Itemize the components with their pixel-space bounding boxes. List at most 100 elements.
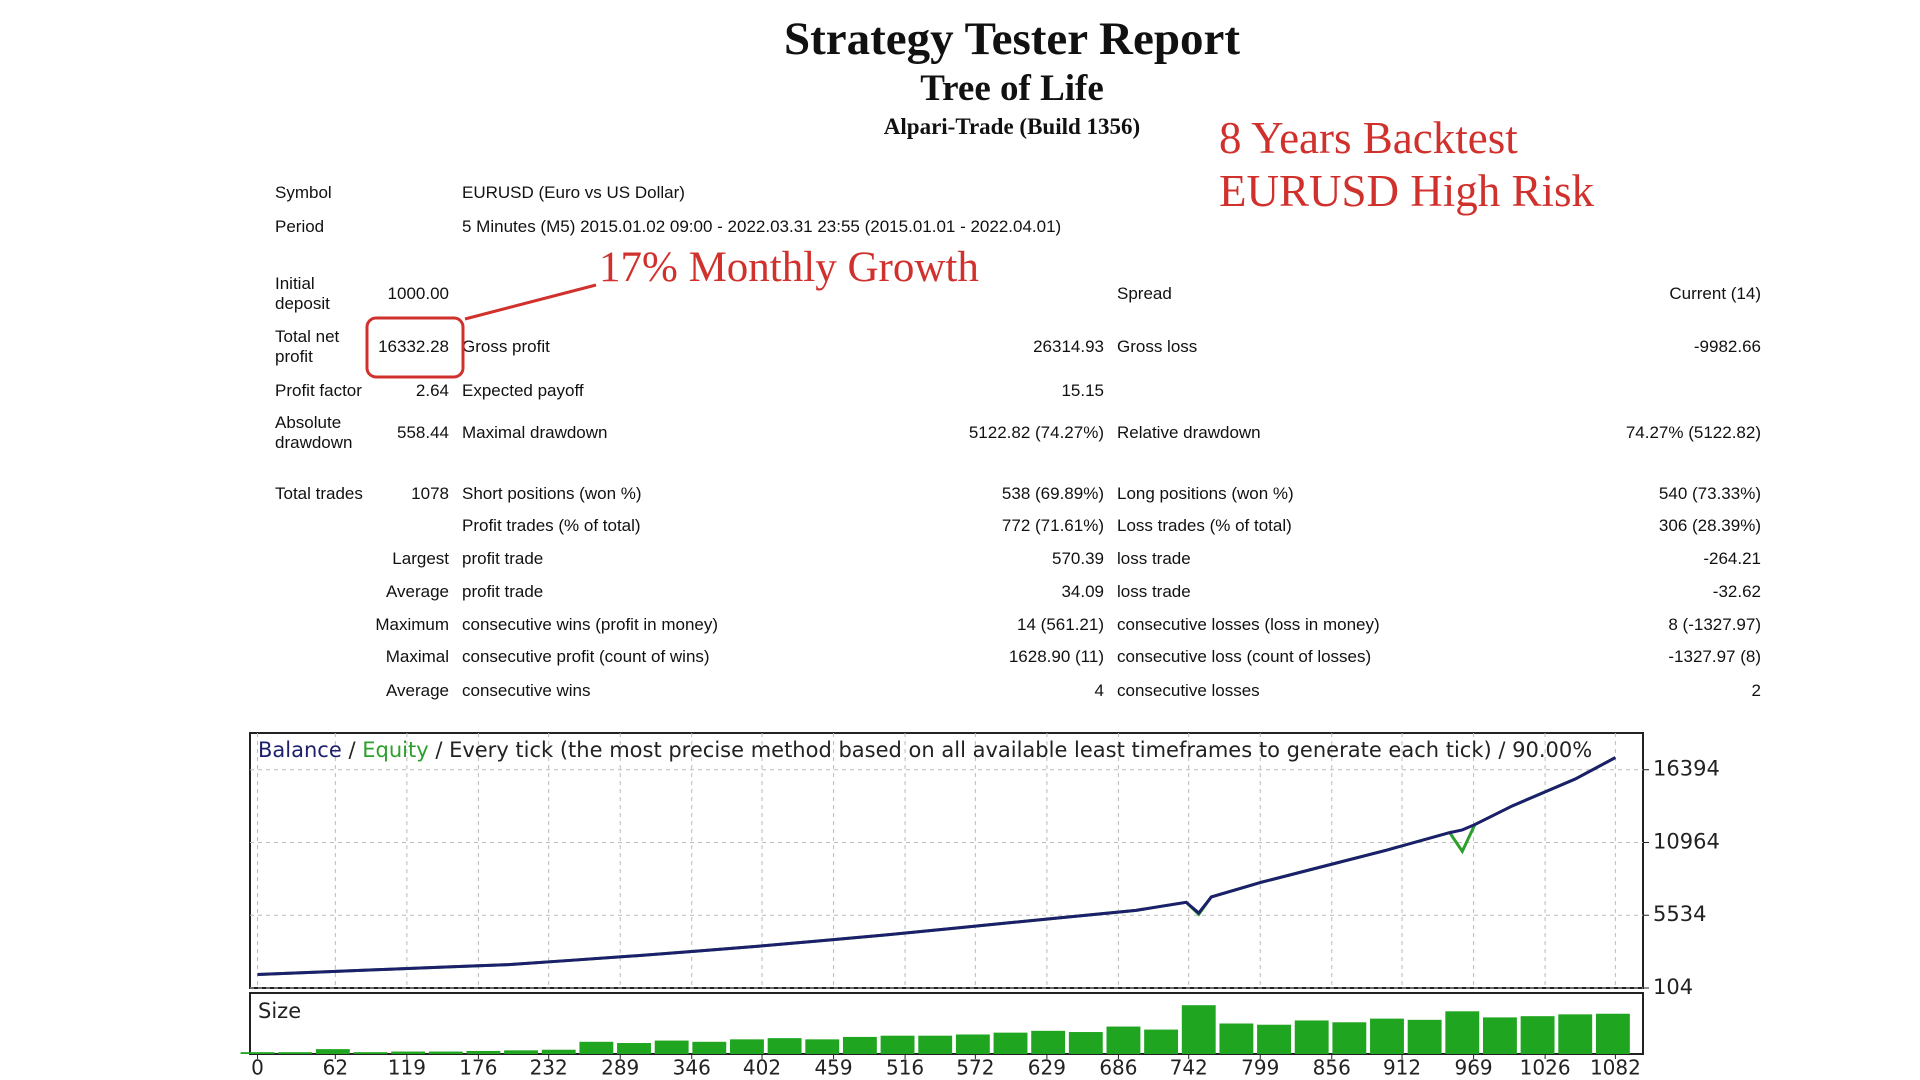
table-cell: loss trade [1117,549,1191,568]
size-bar [579,1041,614,1054]
table-cell: Expected payoff [462,381,584,400]
size-bar [1445,1011,1480,1054]
table-cell: Profit factor [275,381,362,400]
size-bar [541,1049,576,1054]
table-cell: 14 (561.21) [1017,615,1104,634]
table-cell: 5122.82 (74.27%) [968,423,1104,442]
table-cell: Symbol [275,183,332,202]
x-tick-label: 459 [814,1056,852,1080]
table-cell: 26314.93 [1033,337,1104,356]
size-bar [1219,1023,1254,1054]
x-tick-label: 629 [1028,1056,1066,1080]
table-cell: Average [385,681,449,700]
broker: Alpari-Trade (Build 1356) [883,114,1141,139]
table-cell: Total net profit [275,327,340,366]
table-cell: 5 Minutes (M5) 2015.01.02 09:00 - 2022.0… [462,217,1062,236]
size-bar [993,1032,1028,1054]
x-tick-label: 1082 [1590,1056,1641,1080]
table-cell: consecutive wins (profit in money) [462,615,719,634]
x-tick-label: 516 [886,1056,924,1080]
y-tick-label: 5534 [1653,902,1706,926]
x-tick-label: 402 [743,1056,781,1080]
y-tick-label: 104 [1653,975,1693,999]
size-bar [1332,1022,1367,1054]
table-cell: 34.09 [1061,582,1104,601]
size-label: Size [258,999,301,1023]
size-bar [692,1041,727,1054]
table-cell: -264.21 [1703,549,1761,568]
table-cell: 4 [1094,681,1104,700]
report-title: Strategy Tester Report [784,13,1240,65]
size-bar [1181,1005,1216,1054]
x-tick-label: 232 [530,1056,568,1080]
table-cell: Total trades [275,484,363,503]
table-cell: Gross loss [1117,337,1198,356]
size-bar [1294,1020,1329,1054]
x-tick-label: 572 [956,1056,994,1080]
x-tick-label: 969 [1454,1056,1492,1080]
table-cell: consecutive losses (loss in money) [1117,615,1380,634]
size-bar [730,1039,764,1054]
size-bar [1257,1024,1291,1054]
x-tick-label: 742 [1170,1056,1208,1080]
size-bar [1068,1032,1103,1054]
chart-title: Balance / Equity / Every tick (the most … [258,738,1592,762]
table-cell: Maximum [375,615,449,634]
size-bar [1482,1017,1517,1054]
annotation: 8 Years Backtest [1219,113,1518,163]
size-bar [1407,1019,1442,1054]
size-bar [278,1052,313,1054]
table-cell: profit trade [462,549,544,568]
table-cell: Short positions (won %) [462,484,642,503]
table-cell: loss trade [1117,582,1191,601]
table-cell: 15.15 [1061,381,1104,400]
annotation: EURUSD High Risk [1219,166,1595,216]
table-cell: 2 [1751,681,1761,700]
table-cell: 540 (73.33%) [1658,484,1761,503]
annotation-arrow [464,283,597,321]
table-cell: 1000.00 [387,284,449,303]
size-bar [504,1050,539,1054]
table-cell: -1327.97 (8) [1668,647,1761,666]
table-cell: Period [275,217,325,236]
table-cell: -9982.66 [1693,337,1761,356]
table-cell: 16332.28 [378,337,449,356]
table-cell: -32.62 [1712,582,1761,601]
table-cell: Initial deposit [275,274,330,313]
table-cell: Maximal drawdown [462,423,608,442]
table-cell: 558.44 [397,423,449,442]
table-cell: consecutive loss (count of losses) [1117,647,1372,666]
size-bar [1370,1018,1404,1054]
title-part: Balance [258,738,342,762]
table-cell: 1078 [411,484,449,503]
size-bar [1558,1014,1593,1054]
table-cell: Gross profit [462,337,550,356]
report-subtitle: Tree of Life [920,68,1104,109]
size-bar [617,1043,651,1054]
x-tick-label: 686 [1099,1056,1137,1080]
x-tick-label: 176 [459,1056,497,1080]
size-bar [805,1039,840,1054]
table-cell: 1628.90 (11) [1008,647,1104,666]
x-tick-label: 119 [388,1056,426,1080]
plot-frame [249,732,1644,989]
size-bar [391,1051,426,1054]
size-bar [1031,1030,1066,1054]
table-cell: consecutive profit (count of wins) [462,647,710,666]
size-bar [1144,1029,1179,1054]
table-cell: Current (14) [1669,284,1761,303]
table-cell: 2.64 [415,381,449,400]
title-part: / Every tick (the most precise method ba… [435,738,1592,762]
table-cell: Spread [1117,284,1172,303]
size-bar [353,1052,388,1054]
x-tick-label: 346 [673,1056,711,1080]
size-bar [918,1035,953,1054]
size-bar [955,1034,990,1054]
annotation: 17% Monthly Growth [599,244,979,291]
table-cell: Long positions (won %) [1117,484,1294,503]
x-tick-label: 289 [601,1056,639,1080]
x-tick-label: 62 [323,1056,348,1080]
x-tick-label: 799 [1241,1056,1279,1080]
